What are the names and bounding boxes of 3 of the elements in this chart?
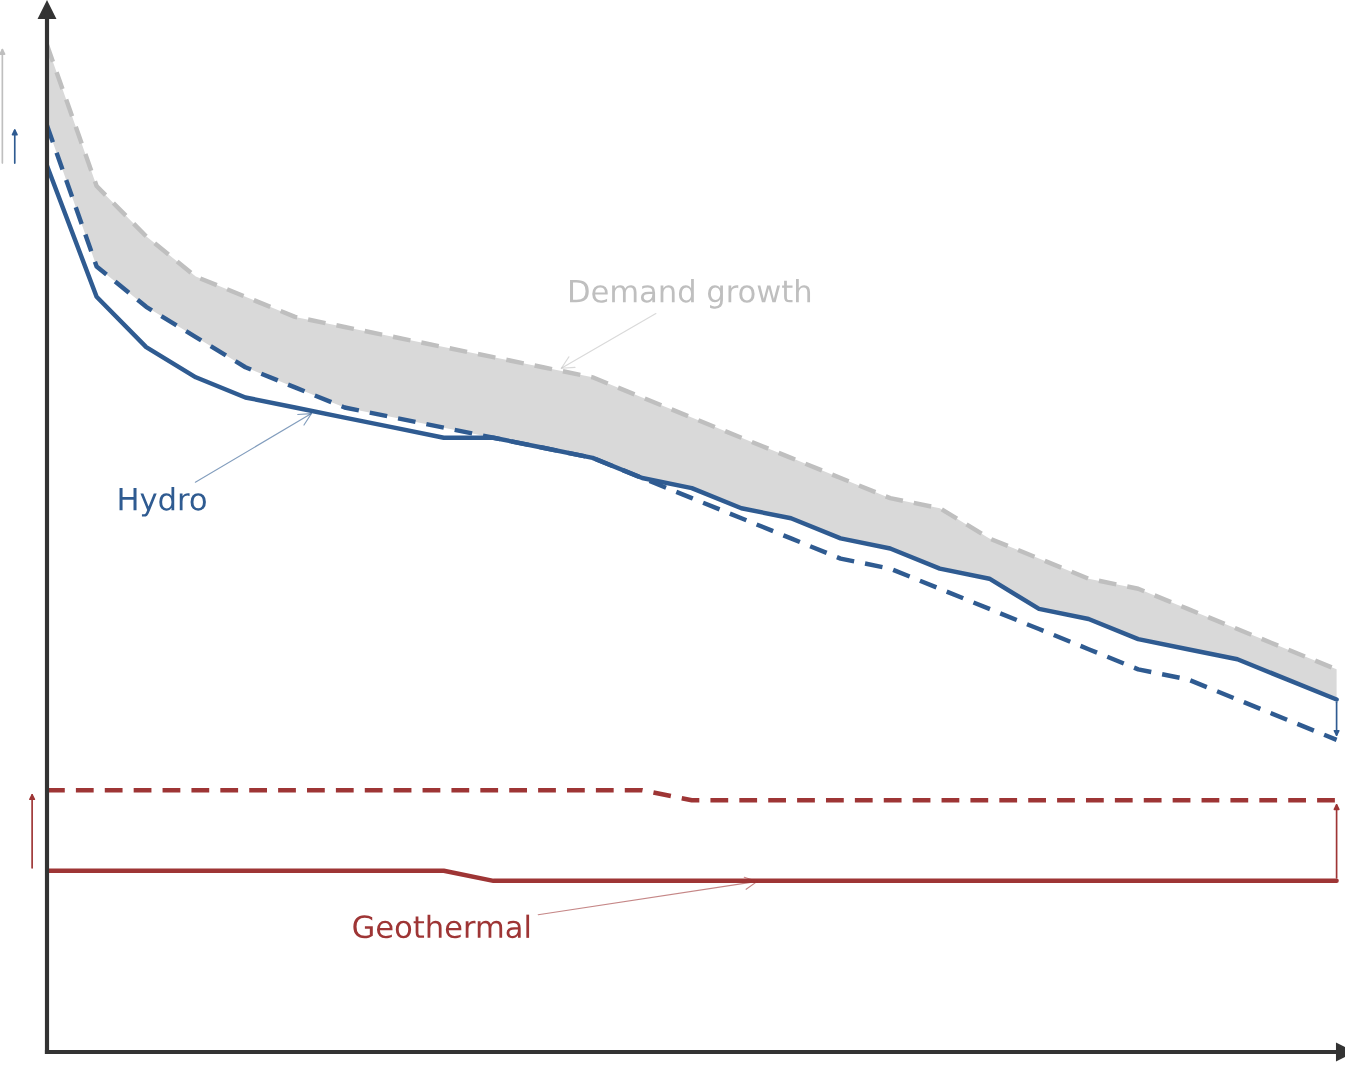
- text: Demand growth: [570, 279, 811, 309]
- text: Hydro: [119, 487, 206, 517]
- series-label: Geothermal: [353, 914, 530, 939]
